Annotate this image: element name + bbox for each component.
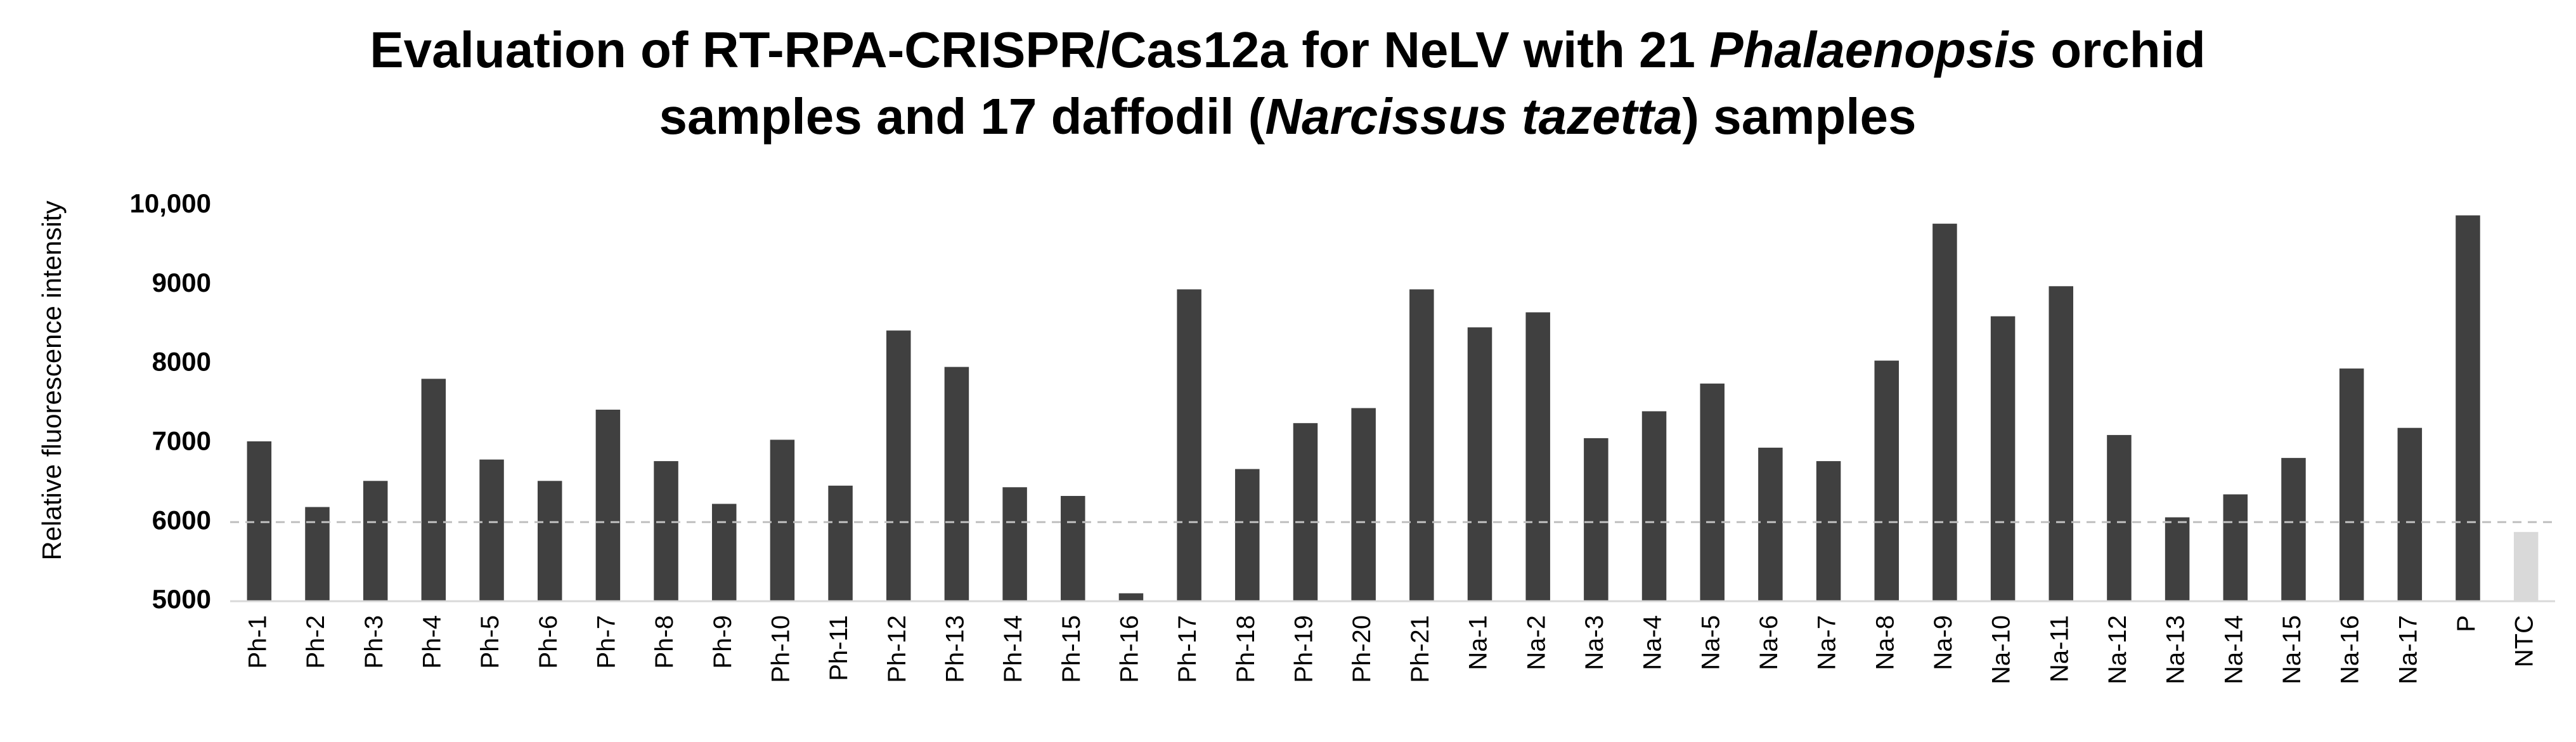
bar: [2456, 215, 2480, 602]
x-tick-label: Na-9: [1929, 615, 1957, 670]
x-tick-label: Ph-9: [709, 615, 737, 669]
bar: [2339, 368, 2364, 601]
x-tick-label: Ph-19: [1290, 615, 1318, 683]
title-segment: orchid: [2036, 22, 2206, 78]
bar: [363, 481, 388, 601]
x-tick-label: Na-15: [2278, 615, 2306, 684]
bar: [1641, 411, 1667, 601]
bar: [595, 409, 621, 601]
bar: [944, 367, 969, 601]
bar: [537, 481, 562, 601]
x-tick-label: Na-3: [1581, 615, 1608, 670]
x-tick-label: Ph-4: [418, 615, 446, 669]
bar: [828, 485, 853, 601]
x-tick-label: Ph-17: [1174, 615, 1201, 683]
x-tick-label: Na-7: [1813, 615, 1841, 670]
title-segment: Phalaenopsis: [1709, 22, 2036, 78]
bar: [1002, 487, 1027, 601]
x-tick-label: Na-11: [2045, 615, 2073, 682]
x-tick-label: Ph-1: [243, 615, 271, 669]
bar: [2165, 517, 2190, 601]
x-tick-label: Ph-14: [999, 615, 1027, 683]
x-tick-label: Ph-2: [302, 615, 330, 669]
bar: [1874, 360, 1899, 601]
bar: [2223, 494, 2248, 601]
chart-title-line-2: samples and 17 daffodil (Narcissus tazet…: [659, 88, 1917, 145]
x-tick-label: Ph-20: [1348, 615, 1376, 683]
y-axis-label: Relative fluorescence intensity: [37, 200, 67, 560]
x-tick-label: Ph-3: [360, 615, 388, 669]
x-tick-label: Na-10: [1988, 615, 2016, 684]
bar: [1932, 223, 1957, 602]
x-tick-label: Ph-10: [767, 615, 794, 683]
bar: [1177, 289, 1201, 601]
x-tick-label: Ph-7: [592, 615, 620, 669]
x-tick-label: Na-8: [1871, 615, 1899, 670]
x-tick-label: Na-2: [1522, 615, 1550, 670]
bar: [1467, 327, 1492, 601]
y-tick-label: 8000: [152, 347, 211, 377]
x-tick-label: Ph-16: [1116, 615, 1144, 683]
bar: [1525, 312, 1550, 601]
title-segment: ) samples: [1682, 88, 1916, 145]
title-segment: Narcissus tazetta: [1265, 88, 1682, 145]
bar: [2397, 427, 2423, 601]
bar: [1584, 438, 1608, 601]
bar: [1990, 316, 2016, 601]
y-tick-label: 9000: [152, 268, 211, 297]
x-tick-label: Ph-13: [942, 615, 969, 683]
x-tick-label: Na-4: [1639, 615, 1667, 670]
bar: [1700, 383, 1725, 601]
bar: [711, 504, 737, 601]
y-tick-label: 6000: [152, 505, 211, 535]
title-segment: samples and 17 daffodil (: [659, 88, 1265, 145]
x-tick-label: Na-14: [2220, 615, 2248, 684]
x-tick-label: Na-6: [1755, 615, 1783, 670]
x-tick-label: Ph-6: [534, 615, 562, 669]
x-tick-label: Ph-8: [650, 615, 678, 669]
bar: [886, 330, 911, 601]
bar: [1758, 447, 1783, 601]
bar: [2513, 531, 2539, 601]
y-tick-label: 10,000: [130, 188, 211, 218]
bar: [2049, 286, 2074, 601]
x-tick-label: Na-17: [2394, 615, 2422, 684]
title-segment: Evaluation of RT-RPA-CRISPR/Cas12a for N…: [370, 22, 1709, 78]
bar: [1061, 496, 1085, 601]
bar: [1293, 423, 1318, 601]
x-tick-label: Na-16: [2336, 615, 2364, 684]
y-tick-label: 5000: [152, 584, 211, 614]
bar: [421, 379, 446, 601]
bar: [2281, 458, 2306, 601]
x-tick-label: Na-12: [2104, 615, 2132, 684]
x-tick-label: Ph-18: [1232, 615, 1260, 683]
x-tick-label: Ph-5: [476, 615, 504, 669]
bar: [1409, 289, 1434, 601]
x-tick-label: Ph-12: [883, 615, 911, 683]
bar: [2107, 434, 2132, 601]
x-tick-label: Ph-21: [1406, 615, 1434, 683]
bar: [1118, 593, 1144, 601]
y-tick-label: 7000: [152, 426, 211, 455]
bar: [1351, 408, 1376, 601]
x-tick-label: P: [2452, 615, 2480, 632]
bar: [1235, 469, 1260, 601]
x-tick-label: Ph-15: [1058, 615, 1085, 683]
x-tick-label: Na-13: [2162, 615, 2190, 684]
x-tick-label: Ph-11: [825, 615, 853, 681]
x-tick-label: NTC: [2511, 615, 2539, 667]
bar: [1816, 461, 1841, 601]
chart-title-line-1: Evaluation of RT-RPA-CRISPR/Cas12a for N…: [370, 22, 2205, 78]
x-tick-label: Na-5: [1697, 615, 1725, 670]
x-tick-label: Na-1: [1465, 615, 1492, 670]
bar: [770, 439, 795, 601]
bar: [479, 459, 504, 601]
bar: [654, 461, 678, 601]
